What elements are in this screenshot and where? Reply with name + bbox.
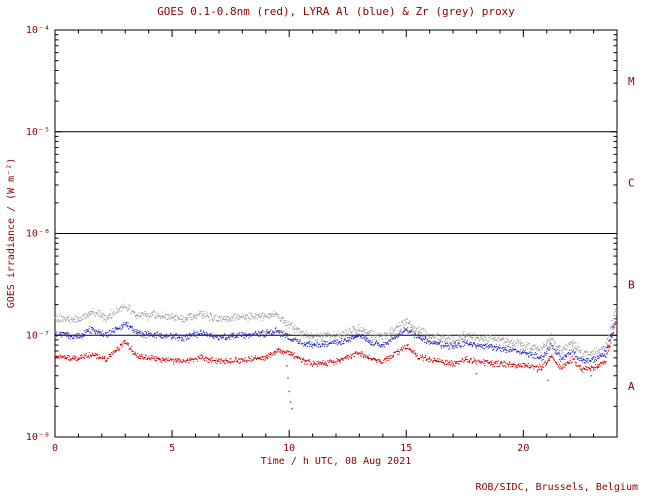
y-axis-label: GOES irradiance / (W m⁻²)	[6, 158, 17, 309]
outlier-dot	[287, 377, 289, 379]
y-tick-label: 10⁻⁸	[26, 432, 50, 443]
flare-class-label-m: M	[628, 75, 635, 88]
outlier-dot	[289, 401, 292, 404]
x-tick-label: 10	[283, 443, 295, 454]
plot-area: 0 5 10 15 20 10⁻⁴ 10⁻⁵ 10⁻⁶ 10⁻⁷ 10⁻⁸ M C B A	[26, 25, 635, 454]
outlier-dot	[536, 370, 539, 373]
y-tick-label: 10⁻⁶	[26, 229, 50, 240]
flare-class-label-c: C	[628, 177, 635, 190]
credit-text: ROB/SIDC, Brussels, Belgium	[475, 482, 638, 493]
outlier-dot	[475, 372, 478, 375]
x-tick-label: 20	[517, 443, 529, 454]
outlier-dot	[547, 379, 549, 382]
outlier-dot	[590, 374, 593, 377]
outlier-dot	[285, 364, 288, 367]
x-tick-label: 5	[169, 443, 175, 454]
x-tick-label: 15	[400, 443, 412, 454]
chart-title: GOES 0.1-0.8nm (red), LYRA Al (blue) & Z…	[157, 5, 515, 18]
series-goes-0-1-0-8nm	[54, 315, 618, 373]
series-lyra-zr-proxy	[54, 302, 619, 359]
y-tick-label: 10⁻⁷	[26, 330, 50, 341]
flare-class-label-a: A	[628, 380, 635, 393]
outlier-dot	[291, 407, 293, 410]
x-tick-label: 0	[52, 443, 58, 454]
series-lyra-al-proxy	[54, 314, 618, 364]
x-axis-label: Time / h UTC, 08 Aug 2021	[261, 456, 412, 467]
y-tick-label: 10⁻⁵	[26, 127, 50, 138]
y-tick-label: 10⁻⁴	[26, 25, 50, 36]
outlier-dot	[288, 390, 291, 393]
flare-class-label-b: B	[628, 278, 635, 291]
